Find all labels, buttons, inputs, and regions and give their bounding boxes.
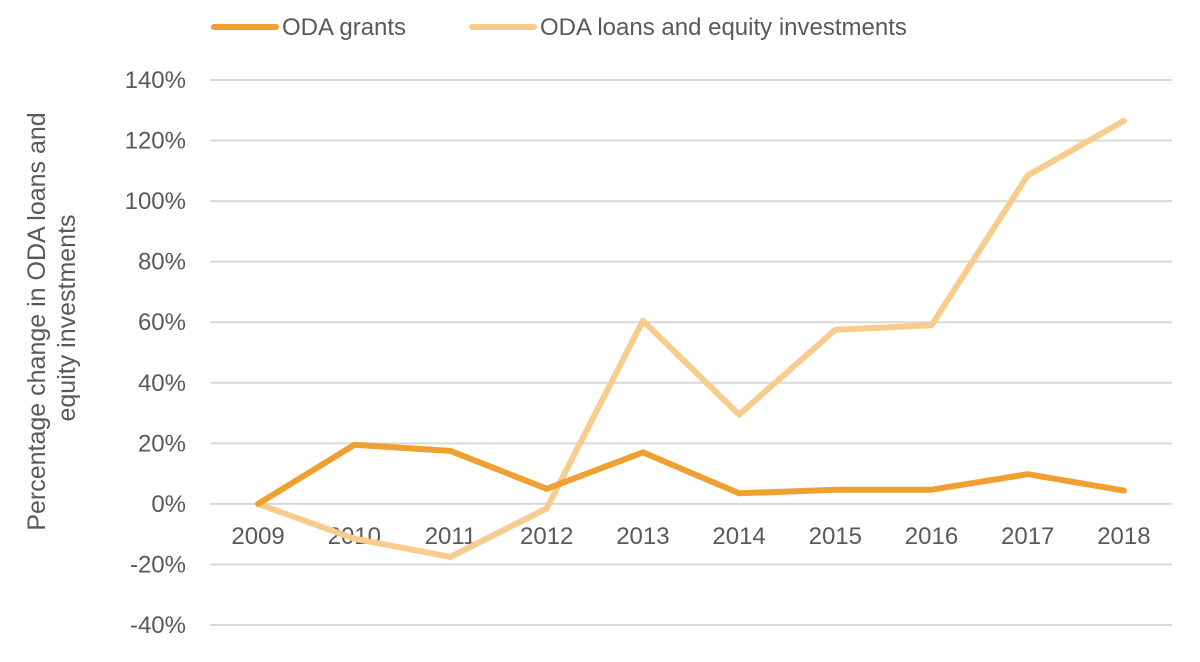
y-axis-title: Percentage change in ODA loans and equit…	[23, 105, 81, 530]
data-point	[832, 487, 838, 493]
data-point	[929, 322, 934, 328]
y-tick-label: 60%	[138, 309, 186, 336]
y-axis-title-line-1: Percentage change in ODA loans and	[23, 112, 51, 530]
data-point	[544, 486, 550, 492]
x-tick-label: 2016	[905, 523, 958, 550]
data-point	[736, 412, 742, 418]
y-tick-label: 80%	[138, 249, 186, 276]
y-axis-title-line-2: equity investments	[53, 214, 81, 421]
data-point	[255, 501, 261, 507]
series-line	[255, 117, 1127, 560]
data-point	[640, 449, 646, 455]
x-tick-label: 2018	[1097, 523, 1150, 550]
y-tick-label: 20%	[138, 430, 186, 457]
data-point	[544, 505, 550, 511]
data-point	[448, 448, 453, 454]
data-point	[1121, 488, 1127, 494]
data-point	[1025, 172, 1031, 178]
x-tick-label: 2014	[712, 523, 765, 550]
y-axis-tick-labels: 140% 120% 100% 80% 60% 40% 20% 0% -20% -40%	[125, 67, 186, 639]
x-tick-label: 2017	[1001, 523, 1054, 550]
data-point	[736, 490, 742, 496]
data-point	[1121, 118, 1127, 124]
data-point	[832, 327, 838, 333]
y-tick-label: 100%	[125, 188, 186, 215]
series-lines	[255, 117, 1127, 560]
y-tick-label: 140%	[125, 67, 186, 94]
legend: ODA grants ODA loans and equity investmen…	[211, 14, 907, 41]
x-tick-label: 2012	[520, 523, 573, 550]
data-point	[448, 554, 453, 560]
data-point	[640, 318, 646, 324]
y-tick-label: -40%	[130, 612, 186, 639]
legend-label: ODA grants	[282, 14, 406, 41]
data-point	[1025, 471, 1031, 477]
y-tick-label: 120%	[125, 128, 186, 155]
x-tick-label: 2013	[616, 523, 669, 550]
y-tick-label: 0%	[151, 491, 186, 518]
data-point	[929, 487, 934, 493]
x-axis-tick-labels: 2009201020112012201320142015201620172018	[231, 523, 1150, 550]
y-tick-label: 40%	[138, 370, 186, 397]
x-tick-label: 2015	[809, 523, 862, 550]
series-line	[255, 441, 1127, 507]
y-tick-label: -20%	[130, 551, 186, 578]
data-point	[351, 442, 357, 448]
data-point	[351, 536, 357, 542]
x-tick-label: 2009	[231, 523, 284, 550]
legend-label: ODA loans and equity investments	[540, 14, 907, 41]
